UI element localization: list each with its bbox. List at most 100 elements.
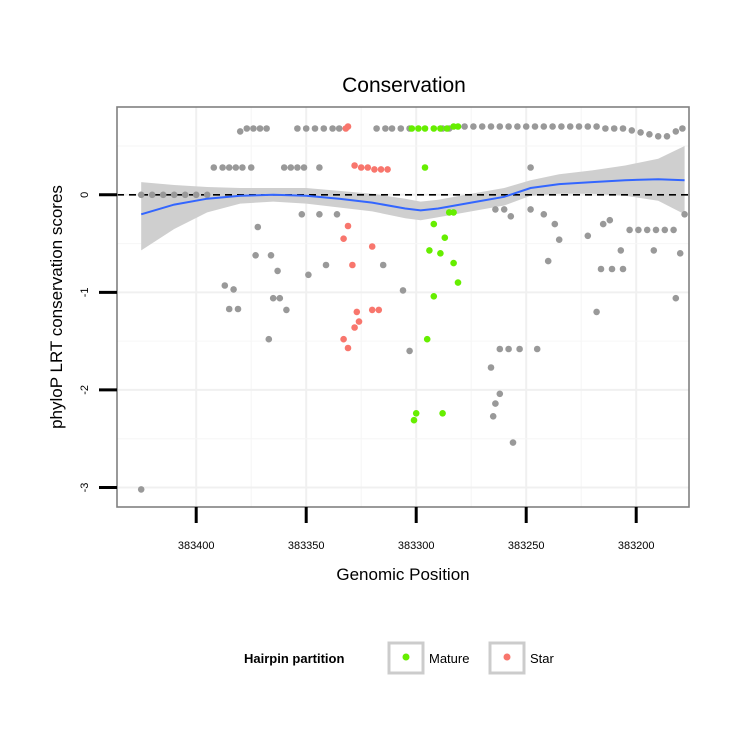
point-other: [635, 226, 642, 234]
x-axis-title: Genomic Position: [336, 565, 469, 584]
point-other: [322, 261, 330, 269]
point-other: [606, 216, 614, 224]
point-other: [527, 206, 534, 213]
point-star: [357, 164, 365, 171]
point-other: [335, 125, 343, 132]
point-other: [628, 127, 636, 134]
point-other: [203, 191, 211, 199]
legend-title: Hairpin partition: [244, 651, 344, 666]
point-other: [500, 206, 508, 213]
y-tick-label: 0: [79, 192, 91, 198]
point-other: [672, 128, 680, 135]
point-star: [351, 162, 358, 169]
x-tick-label: 383350: [288, 540, 325, 552]
point-other: [305, 271, 312, 279]
x-tick-label: 383300: [398, 540, 435, 552]
point-mature: [410, 416, 418, 424]
point-other: [300, 164, 308, 171]
point-star: [344, 344, 352, 352]
point-star: [371, 166, 378, 173]
point-other: [388, 125, 396, 132]
point-other: [137, 191, 145, 199]
point-other: [540, 211, 548, 218]
point-other: [505, 345, 512, 353]
data-points: [137, 123, 688, 493]
point-star: [384, 166, 391, 173]
point-other: [294, 164, 301, 171]
point-other: [148, 191, 156, 199]
point-other: [679, 125, 686, 132]
point-other: [663, 133, 671, 140]
plot-panel: [116, 106, 690, 508]
y-tick-label: -3: [79, 483, 91, 493]
point-other: [283, 306, 290, 314]
point-star: [349, 261, 356, 269]
confidence-band: [141, 146, 685, 251]
point-other: [654, 133, 662, 140]
point-star: [353, 308, 361, 316]
point-other: [540, 123, 548, 130]
point-other: [287, 164, 295, 171]
point-other: [584, 232, 592, 240]
point-other: [610, 125, 618, 132]
point-other: [181, 191, 189, 199]
point-other: [505, 123, 512, 130]
point-star: [351, 324, 358, 331]
point-other: [637, 129, 644, 136]
point-other: [626, 226, 633, 234]
point-other: [470, 123, 477, 130]
legend: Hairpin partition Mature Star: [244, 641, 555, 675]
point-mature: [437, 125, 444, 132]
point-other: [269, 294, 277, 302]
point-other: [516, 345, 523, 353]
legend-marker-mature: [402, 653, 410, 661]
point-other: [646, 131, 653, 138]
point-other: [221, 282, 229, 289]
point-star: [368, 306, 376, 314]
point-other: [619, 125, 627, 132]
point-star: [377, 166, 385, 173]
x-tick-label: 383400: [178, 540, 215, 552]
point-mature: [415, 125, 422, 132]
point-other: [263, 125, 270, 132]
point-other: [507, 213, 515, 220]
point-other: [379, 261, 387, 269]
point-other: [382, 125, 389, 132]
point-mature: [443, 125, 451, 132]
point-other: [406, 347, 413, 355]
point-mature: [454, 123, 462, 130]
point-other: [608, 265, 616, 273]
point-other: [602, 125, 609, 132]
point-other: [243, 125, 251, 132]
point-mature: [454, 279, 462, 286]
point-other: [236, 128, 244, 135]
point-other: [650, 247, 658, 254]
x-axis: 383400 383350 383300 383250 383200: [178, 507, 655, 552]
point-other: [137, 486, 145, 493]
point-mature: [426, 247, 433, 254]
point-other: [670, 226, 677, 234]
point-other: [509, 439, 517, 446]
y-axis: 0 -1 -2 -3: [79, 192, 117, 493]
point-other: [225, 305, 233, 313]
point-other: [478, 123, 486, 130]
point-other: [234, 305, 242, 313]
y-tick-label: -1: [79, 288, 91, 298]
point-other: [230, 286, 237, 293]
point-mature: [412, 410, 420, 417]
point-other: [320, 125, 328, 132]
point-other: [593, 123, 600, 130]
point-other: [250, 125, 257, 132]
chart-title: Conservation: [342, 74, 466, 97]
point-other: [551, 220, 559, 228]
point-other: [555, 236, 563, 243]
point-other: [298, 211, 306, 218]
point-other: [302, 125, 310, 132]
point-other: [219, 164, 226, 171]
point-mature: [439, 410, 446, 417]
point-other: [492, 400, 499, 407]
point-other: [267, 252, 275, 259]
point-other: [311, 125, 319, 132]
point-other: [399, 287, 407, 294]
point-other: [544, 257, 552, 265]
